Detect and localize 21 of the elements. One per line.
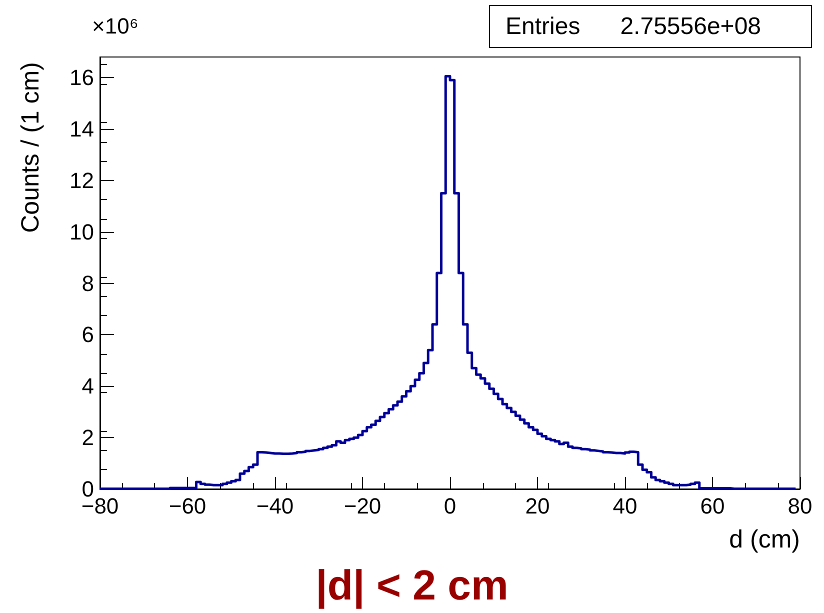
text: |d| < 2 cm: [316, 562, 508, 610]
y-tick-label: 10: [70, 219, 94, 244]
y-tick-label: 16: [70, 65, 94, 90]
x-tick-label: −20: [344, 494, 382, 518]
x-tick-label: 40: [612, 494, 638, 518]
x-tick-label: 20: [525, 494, 550, 518]
y-tick-label: 2: [82, 425, 94, 450]
y-tick-label: 6: [82, 322, 94, 348]
y-tick-label: 12: [70, 168, 94, 193]
x-tick-label: −40: [256, 494, 294, 518]
x-tick-label: 80: [788, 494, 812, 518]
y-tick-label: 4: [82, 374, 94, 399]
x-axis-title: d (cm): [729, 526, 800, 554]
text: ×10⁶: [92, 14, 138, 38]
y-axis-title: Counts / (1 cm): [16, 62, 44, 233]
x-tick-label: 60: [700, 494, 725, 518]
x-tick-label: 0: [444, 494, 456, 518]
y-tick-label: 14: [70, 116, 94, 142]
text: Entries 2.75556e+08: [506, 13, 762, 40]
x-tick-label: −60: [168, 494, 206, 518]
y-tick-label: 8: [82, 270, 94, 296]
